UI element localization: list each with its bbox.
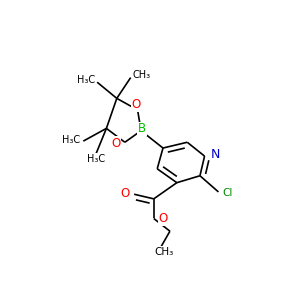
Text: O: O (132, 98, 141, 111)
Text: CH₃: CH₃ (133, 70, 151, 80)
Text: H₃C: H₃C (77, 75, 95, 85)
Text: B: B (138, 122, 146, 135)
Text: CH₃: CH₃ (154, 247, 174, 257)
Text: O: O (112, 137, 121, 150)
Text: H₃C: H₃C (62, 135, 80, 145)
Text: Cl: Cl (222, 188, 232, 198)
Text: H₃C: H₃C (87, 154, 105, 164)
Text: O: O (121, 187, 130, 200)
Text: O: O (158, 212, 168, 225)
Text: N: N (210, 148, 220, 161)
